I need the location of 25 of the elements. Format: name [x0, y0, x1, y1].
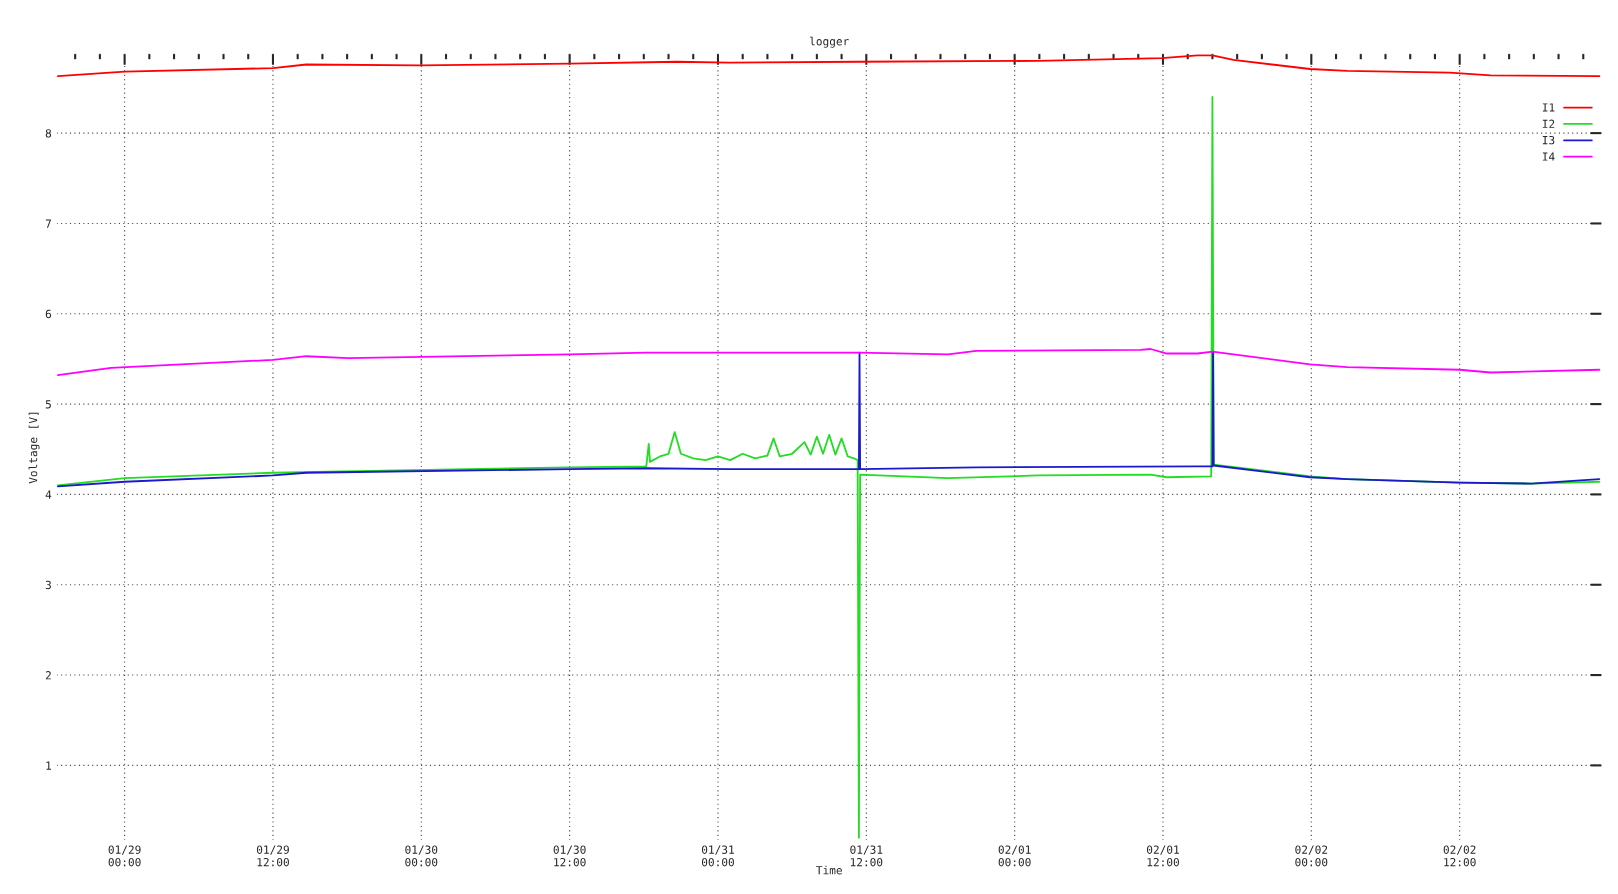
x-tick-label: 02/02 12:00: [1443, 845, 1476, 867]
y-tick-label: 7: [45, 219, 51, 228]
y-tick-label: 4: [45, 490, 52, 499]
x-tick-label: 02/01 00:00: [998, 845, 1031, 867]
y-tick-label: 6: [45, 309, 52, 319]
x-axis-title: Time: [816, 865, 842, 875]
x-tick-label: 01/31 12:00: [850, 845, 883, 867]
chart-title: logger: [810, 36, 849, 48]
y-axis-title: Voltage [V]: [28, 412, 40, 484]
x-tick-label: 01/29 12:00: [256, 845, 289, 867]
x-tick-label: 01/30 12:00: [553, 845, 586, 867]
legend-label: I1: [1542, 103, 1555, 112]
legend-label: I4: [1542, 152, 1555, 161]
legend-label: I3: [1542, 135, 1555, 145]
y-tick-label: 3: [45, 580, 51, 590]
x-tick-label: 01/31 00:00: [701, 845, 734, 867]
x-tick-label: 02/01 12:00: [1146, 845, 1179, 867]
y-tick-label: 8: [45, 129, 52, 138]
legend-label: I2: [1542, 119, 1555, 128]
x-tick-label: 02/02 00:00: [1295, 845, 1328, 867]
y-tick-label: 5: [45, 400, 51, 409]
y-tick-label: 2: [45, 671, 51, 680]
x-tick-label: 01/29 00:00: [108, 845, 141, 867]
x-tick-label: 01/30 00:00: [405, 845, 438, 867]
y-tick-label: 1: [46, 761, 52, 770]
